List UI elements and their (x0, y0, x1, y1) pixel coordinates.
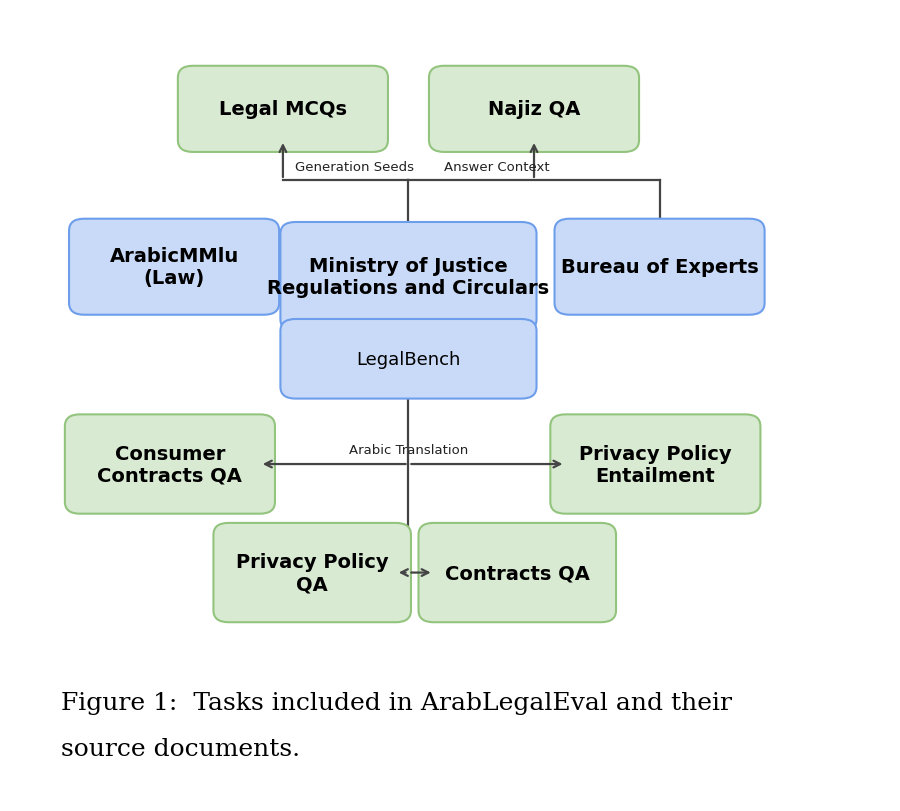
Text: Bureau of Experts: Bureau of Experts (561, 258, 759, 277)
Text: LegalBench: LegalBench (356, 350, 461, 368)
Text: ArabicMMlu
(Law): ArabicMMlu (Law) (110, 247, 238, 288)
FancyBboxPatch shape (213, 523, 411, 623)
FancyBboxPatch shape (429, 67, 639, 152)
FancyBboxPatch shape (418, 523, 616, 623)
FancyBboxPatch shape (554, 220, 765, 315)
Text: Contracts QA: Contracts QA (445, 564, 590, 582)
FancyBboxPatch shape (281, 320, 536, 399)
FancyBboxPatch shape (65, 415, 275, 514)
Text: Consumer
Contracts QA: Consumer Contracts QA (97, 444, 242, 485)
Text: Najiz QA: Najiz QA (488, 101, 580, 119)
Text: Arabic Translation: Arabic Translation (349, 444, 468, 457)
Text: Ministry of Justice
Regulations and Circulars: Ministry of Justice Regulations and Circ… (267, 257, 550, 298)
FancyBboxPatch shape (550, 415, 760, 514)
FancyBboxPatch shape (281, 223, 536, 332)
Text: source documents.: source documents. (61, 737, 301, 760)
FancyBboxPatch shape (178, 67, 388, 152)
Text: Figure 1:  Tasks included in ArabLegalEval and their: Figure 1: Tasks included in ArabLegalEva… (61, 691, 732, 714)
FancyBboxPatch shape (69, 220, 279, 315)
Text: Privacy Policy
Entailment: Privacy Policy Entailment (579, 444, 732, 485)
Text: Legal MCQs: Legal MCQs (219, 101, 346, 119)
Text: Answer Context: Answer Context (445, 161, 550, 174)
Text: Privacy Policy
QA: Privacy Policy QA (236, 552, 389, 594)
Text: Generation Seeds: Generation Seeds (295, 161, 415, 174)
